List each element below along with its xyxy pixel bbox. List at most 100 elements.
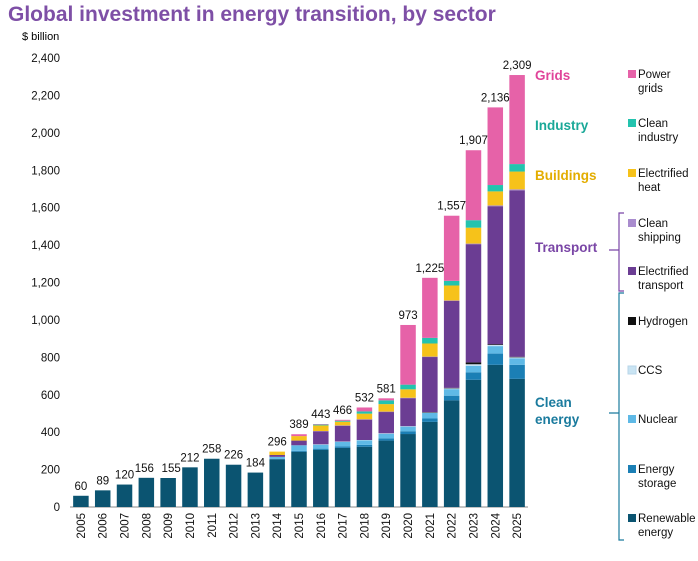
bar-segment-electrified-transport [487, 206, 504, 345]
y-tick-label: 1,800 [31, 165, 60, 177]
bar-segment-ccs [465, 364, 482, 366]
bar-segment-electrified-heat [378, 404, 394, 412]
x-tick-label: 2020 [403, 513, 415, 539]
bar-segment-clean-industry [356, 411, 373, 414]
bar-segment-ccs [313, 444, 329, 445]
y-tick-label: 2,000 [31, 128, 60, 140]
y-tick-label: 2,200 [31, 90, 60, 102]
bar-segment-renewable-energy [334, 447, 351, 507]
total-label: 389 [289, 419, 308, 431]
bar-segment-renewable-energy [160, 478, 176, 507]
bar-segment-clean-industry [422, 337, 438, 344]
x-tick-label: 2023 [468, 513, 480, 539]
total-label: 156 [135, 463, 154, 475]
legend-label: Electrified [638, 266, 689, 278]
bar-segment-renewable-energy [94, 490, 111, 507]
bar-segment-power-grids [334, 419, 351, 421]
total-label: 184 [246, 458, 266, 470]
bar-segment-electrified-transport [356, 419, 373, 441]
legend-group-label: Buildings [535, 168, 597, 183]
x-tick-label: 2009 [163, 513, 175, 539]
x-tick-label: 2017 [338, 513, 350, 539]
bar-segment-nuclear [313, 444, 329, 449]
bar-segment-energy-storage [422, 418, 438, 422]
bar-segment-renewable-energy [487, 364, 504, 507]
legend-swatch-clean-industry [628, 119, 636, 127]
bar-segment-renewable-energy [509, 378, 525, 507]
legend-label: grids [638, 83, 663, 95]
bar-segment-nuclear [465, 365, 482, 373]
y-tick-label: 1,600 [31, 203, 60, 215]
bar-segment-clean-shipping [400, 397, 416, 399]
bars [73, 75, 525, 507]
bar-segment-electrified-transport [378, 411, 394, 434]
legend-swatch-electrified-transport [628, 267, 636, 275]
legend-group-label: energy [535, 412, 580, 427]
legend-label: Clean [638, 218, 668, 230]
bar-segment-clean-industry [400, 384, 416, 390]
bar-segment-clean-industry [378, 400, 394, 405]
bar-segment-clean-shipping [443, 300, 460, 301]
legend-label: energy [638, 527, 673, 539]
bar-segment-energy-storage [356, 444, 373, 447]
legend-label: transport [638, 280, 684, 292]
bar-segment-energy-storage [313, 448, 329, 450]
bar-segment-energy-storage [269, 458, 285, 460]
bar-segment-power-grids [422, 277, 438, 338]
bar-segment-ccs [487, 344, 504, 347]
bar-segment-renewable-energy [400, 434, 416, 507]
legend-group-label: Clean [535, 395, 572, 410]
legend-group-label: Industry [535, 118, 589, 133]
bar-segment-renewable-energy [182, 467, 198, 507]
bar-segment-electrified-transport [443, 300, 460, 388]
transport-bracket [609, 212, 624, 292]
bar-segment-renewable-energy [269, 459, 285, 507]
bar-segment-renewable-energy [313, 449, 329, 507]
clean-energy-bracket [609, 292, 624, 541]
bar-segment-electrified-heat [509, 171, 525, 190]
x-tick-label: 2021 [425, 513, 437, 539]
bar-segment-nuclear [269, 456, 285, 459]
bar-segment-clean-shipping [356, 419, 373, 420]
legend-label: Hydrogen [638, 316, 688, 328]
bar-segment-renewable-energy [138, 477, 155, 507]
legend-label: industry [638, 132, 679, 144]
total-label: 89 [96, 475, 109, 487]
legend-label: Nuclear [638, 414, 678, 426]
x-tick-label: 2005 [76, 513, 88, 539]
y-tick-label: 0 [54, 502, 60, 514]
total-label: 1,557 [437, 201, 466, 213]
bar-segment-electrified-heat [465, 227, 482, 244]
x-tick-label: 2015 [294, 513, 306, 539]
y-tick-label: 400 [41, 427, 60, 439]
x-tick-label: 2008 [141, 513, 153, 539]
total-label: 212 [180, 452, 199, 464]
bar-segment-electrified-transport [509, 190, 525, 357]
bar-segment-renewable-energy [378, 440, 394, 507]
bar-segment-ccs [356, 440, 373, 441]
x-tick-label: 2010 [185, 513, 197, 539]
x-tick-label: 2022 [447, 513, 459, 539]
bar-segment-hydrogen [509, 356, 525, 358]
x-tick-label: 2024 [490, 512, 502, 538]
bar-segment-clean-industry [465, 220, 482, 228]
bar-segment-electrified-heat [291, 436, 307, 441]
bar-segment-clean-shipping [378, 411, 394, 413]
bar-segment-clean-shipping [313, 431, 329, 432]
bar-segment-electrified-transport [465, 244, 482, 363]
bar-segment-renewable-energy [465, 379, 482, 507]
bar-segment-electrified-heat [269, 451, 285, 455]
bar-segment-clean-shipping [487, 205, 504, 207]
legend-swatch-renewable-energy [628, 514, 636, 522]
y-tick-label: 1,200 [31, 278, 60, 290]
bar-segment-electrified-heat [443, 285, 460, 301]
legend-label: shipping [638, 232, 681, 244]
bar-segment-power-grids [465, 150, 482, 221]
legend: Grids Power grids Industry Clean industry Buil… [535, 68, 696, 541]
bar-segment-nuclear [356, 440, 373, 445]
bar-segment-ccs [334, 441, 351, 443]
legend-label: Power [638, 69, 671, 81]
bar-segment-renewable-energy [73, 495, 89, 507]
total-label: 2,136 [481, 92, 510, 104]
legend-swatch-electrified-heat [628, 169, 636, 177]
